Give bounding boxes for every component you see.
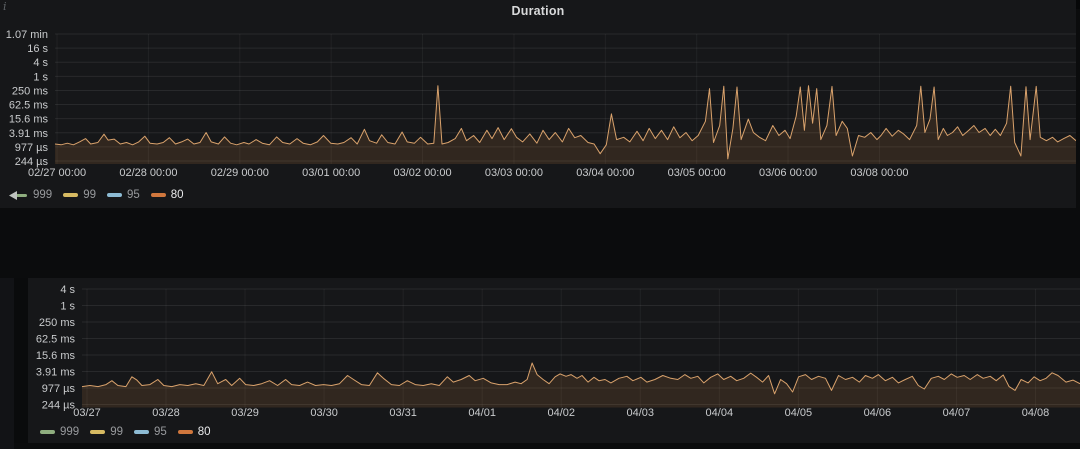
- legend-swatch-95: [106, 193, 122, 197]
- legend-label-99: 99: [83, 189, 96, 201]
- duration-panel-bottom: 4 s 1 s 250 ms 62.5 ms 15.6 ms 3.91 ms 977 µs 2…: [28, 278, 1080, 443]
- duration-chart-bottom[interactable]: 4 s 1 s 250 ms 62.5 ms 15.6 ms 3.91 ms 977 µs 2…: [28, 278, 1080, 423]
- svg-text:1.07 min: 1.07 min: [6, 30, 48, 41]
- svg-text:03/02 00:00: 03/02 00:00: [393, 167, 451, 179]
- svg-text:16 s: 16 s: [27, 43, 48, 55]
- svg-text:03/28: 03/28: [152, 407, 180, 419]
- svg-text:02/28 00:00: 02/28 00:00: [119, 167, 177, 179]
- svg-text:4 s: 4 s: [33, 57, 48, 69]
- svg-text:03/01 00:00: 03/01 00:00: [302, 167, 360, 179]
- svg-text:03/03 00:00: 03/03 00:00: [485, 167, 543, 179]
- svg-text:02/29 00:00: 02/29 00:00: [211, 167, 269, 179]
- legend-item-999[interactable]: 999: [40, 425, 79, 439]
- legend-item-99[interactable]: 99: [63, 188, 96, 202]
- svg-text:977 µs: 977 µs: [15, 142, 49, 154]
- left-gutter: [0, 278, 14, 449]
- x-axis: 02/27 00:00 02/28 00:00 02/29 00:00 03/01 0…: [28, 167, 909, 179]
- svg-text:04/01: 04/01: [468, 407, 496, 419]
- x-axis: 03/27 03/28 03/29 03/30 03/31 04/01 04/02 04/03…: [73, 407, 1049, 419]
- legend-bottom: 999 99 95 80: [40, 425, 211, 439]
- legend-item-80[interactable]: 80: [150, 188, 184, 202]
- svg-text:02/27 00:00: 02/27 00:00: [28, 167, 86, 179]
- legend-item-95[interactable]: 95: [106, 188, 140, 202]
- legend-label-999: 999: [60, 426, 80, 438]
- cursor-arrow-icon: [9, 190, 27, 200]
- svg-text:03/05 00:00: 03/05 00:00: [668, 167, 726, 179]
- legend-swatch-99: [63, 193, 79, 197]
- legend-swatch-99: [90, 430, 106, 434]
- series-80: [81, 362, 1080, 408]
- legend-top: 999 99 95 80: [8, 188, 184, 202]
- svg-text:03/27: 03/27: [73, 407, 101, 419]
- svg-text:977 µs: 977 µs: [42, 383, 76, 395]
- legend-label-95: 95: [126, 189, 140, 201]
- duration-panel-top: i Duration 1.07 min 16 s 4 s 1 s 250 ms 62.5 …: [0, 0, 1076, 208]
- svg-text:04/06: 04/06: [864, 407, 892, 419]
- svg-text:04/08: 04/08: [1022, 407, 1050, 419]
- svg-text:04/02: 04/02: [547, 407, 575, 419]
- legend-item-95[interactable]: 95: [133, 425, 167, 439]
- svg-text:15.6 ms: 15.6 ms: [36, 350, 76, 362]
- legend-label-80: 80: [170, 189, 184, 201]
- svg-text:15.6 ms: 15.6 ms: [9, 114, 49, 126]
- legend-label-999: 999: [33, 189, 53, 201]
- series-80: [54, 85, 1076, 164]
- svg-text:1 s: 1 s: [33, 71, 48, 83]
- svg-text:03/04 00:00: 03/04 00:00: [576, 167, 634, 179]
- svg-text:04/05: 04/05: [785, 407, 813, 419]
- legend-label-80: 80: [197, 426, 211, 438]
- svg-text:244 µs: 244 µs: [15, 156, 49, 168]
- svg-text:250 ms: 250 ms: [39, 317, 76, 329]
- svg-text:04/03: 04/03: [627, 407, 655, 419]
- legend-swatch-95: [133, 430, 149, 434]
- svg-text:3.91 ms: 3.91 ms: [36, 367, 76, 379]
- legend-item-999[interactable]: 999: [8, 188, 52, 202]
- svg-text:62.5 ms: 62.5 ms: [36, 334, 76, 346]
- legend-label-99: 99: [110, 426, 123, 438]
- svg-text:1 s: 1 s: [60, 301, 75, 313]
- y-axis: 1.07 min 16 s 4 s 1 s 250 ms 62.5 ms 15.6 ms 3.…: [6, 30, 49, 168]
- svg-text:04/07: 04/07: [943, 407, 971, 419]
- svg-text:03/30: 03/30: [310, 407, 338, 419]
- svg-text:03/08 00:00: 03/08 00:00: [850, 167, 908, 179]
- duration-chart-top[interactable]: 1.07 min 16 s 4 s 1 s 250 ms 62.5 ms 15.6 ms 3.…: [0, 30, 1076, 190]
- svg-text:03/06 00:00: 03/06 00:00: [759, 167, 817, 179]
- svg-text:4 s: 4 s: [60, 284, 75, 296]
- svg-text:03/31: 03/31: [389, 407, 417, 419]
- grid: [55, 33, 1076, 164]
- svg-text:62.5 ms: 62.5 ms: [9, 100, 49, 112]
- svg-text:03/29: 03/29: [231, 407, 259, 419]
- adjacent-panel-edge: [14, 278, 28, 443]
- svg-text:250 ms: 250 ms: [12, 85, 49, 97]
- y-axis: 4 s 1 s 250 ms 62.5 ms 15.6 ms 3.91 ms 977 µs 2…: [36, 284, 76, 412]
- panel-title[interactable]: Duration: [511, 4, 565, 18]
- legend-swatch-80: [177, 430, 193, 434]
- svg-text:3.91 ms: 3.91 ms: [9, 128, 49, 140]
- legend-label-95: 95: [153, 426, 167, 438]
- legend-item-99[interactable]: 99: [90, 425, 123, 439]
- panel-info-icon[interactable]: i: [3, 0, 7, 13]
- legend-item-80[interactable]: 80: [177, 425, 211, 439]
- legend-swatch-80: [150, 193, 166, 197]
- svg-text:04/04: 04/04: [706, 407, 734, 419]
- legend-swatch-999: [40, 430, 55, 434]
- svg-text:244 µs: 244 µs: [42, 400, 76, 412]
- grid: [82, 288, 1080, 408]
